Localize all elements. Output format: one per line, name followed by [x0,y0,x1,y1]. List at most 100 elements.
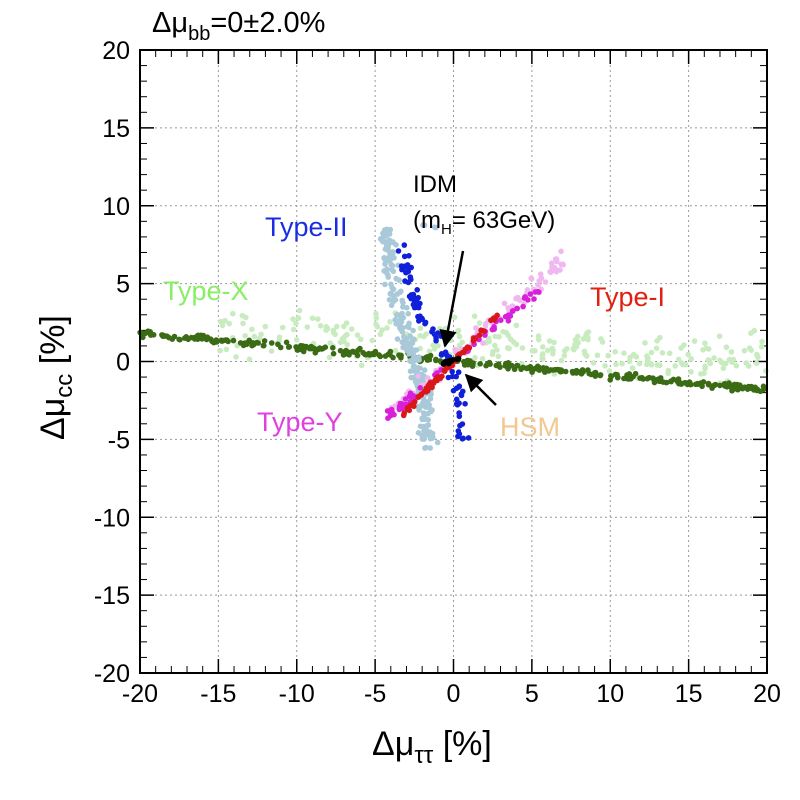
data-point [388,302,395,309]
data-point [406,324,412,331]
data-point [268,340,275,346]
data-point [521,295,528,301]
x-tick-label: -15 [200,680,236,708]
data-point [759,338,765,345]
data-point [456,431,463,437]
data-point [399,405,406,412]
y-tick-label: 5 [116,271,130,299]
data-point [419,416,426,423]
data-point [466,345,473,351]
data-point [295,347,301,353]
data-point [644,357,651,364]
data-point [387,291,394,297]
data-point [419,403,425,409]
data-point [448,337,454,344]
data-point [668,378,674,385]
data-point [420,222,426,228]
series-idm [440,355,462,368]
data-point [464,361,471,368]
data-point [745,383,752,390]
data-point [456,410,462,416]
y-tick-label: -15 [94,582,130,610]
data-point [296,307,303,314]
data-point [760,383,767,390]
data-point [583,332,589,339]
y-tick-label: 20 [102,37,130,65]
data-point [480,340,486,347]
data-point [506,312,512,318]
data-point [401,242,408,248]
data-point [561,352,568,359]
data-point [688,369,694,375]
data-point [169,336,176,342]
data-point [251,341,257,348]
data-point [665,367,672,374]
data-point [243,341,250,348]
data-point [409,336,416,342]
data-point [341,338,347,345]
data-point [472,354,478,361]
data-point [312,350,319,356]
data-point [400,304,406,310]
data-point [381,268,387,274]
data-point [431,346,438,352]
data-point [226,320,232,327]
data-point [442,359,449,365]
data-point [528,275,535,282]
data-point [558,357,565,364]
data-point [514,362,520,369]
data-point [535,336,542,343]
data-point [459,421,466,427]
data-point [398,355,404,361]
data-point [702,363,708,370]
data-point [410,363,417,370]
data-point [726,356,733,363]
data-point [406,320,412,327]
data-point [509,308,516,314]
data-point [290,316,296,322]
data-point [399,325,406,331]
data-point [733,363,740,369]
data-point [494,347,500,353]
data-point [453,396,460,403]
data-point [462,401,468,407]
data-point [408,295,415,302]
data-point [569,368,576,375]
data-point [483,362,489,369]
data-point [470,335,477,342]
data-point [304,324,311,330]
data-point [417,423,424,430]
data-point [435,330,441,336]
data-point [399,266,406,272]
data-point [354,332,361,338]
grid [139,49,768,674]
data-point [675,356,682,363]
data-point [330,327,337,334]
data-point [142,330,148,337]
data-point [398,319,405,325]
data-point [421,367,428,373]
annotation-type-y: Type-Y [257,407,343,437]
data-point [590,360,597,366]
data-point [421,333,427,340]
data-point [261,338,268,344]
data-point [449,368,456,375]
data-point [633,354,640,360]
series-type-ii [395,242,472,442]
data-point [379,327,385,333]
data-point [176,336,182,343]
data-point [256,335,263,342]
data-point [629,365,636,371]
data-point [214,339,220,345]
data-point [387,319,393,325]
data-point [718,359,725,366]
data-point [513,322,520,329]
data-point [497,364,503,371]
data-point [711,355,717,361]
data-point [387,348,394,355]
annotation-type-i: Type-I [590,282,665,312]
data-point [354,352,361,359]
data-point [558,248,564,255]
data-point [498,317,504,324]
x-axis-label: Δμττ [%] [372,725,492,769]
